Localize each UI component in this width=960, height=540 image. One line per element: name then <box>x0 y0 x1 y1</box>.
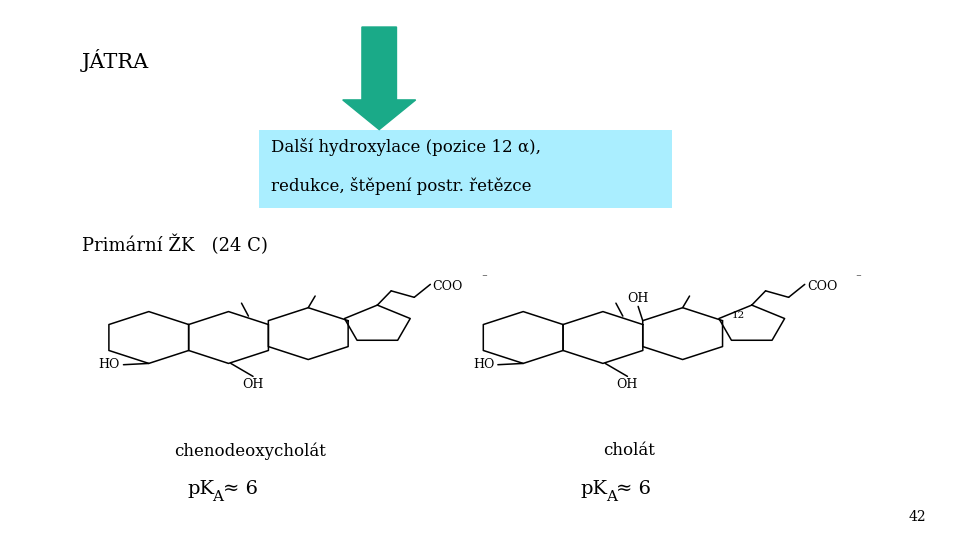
Text: cholát: cholát <box>603 442 655 460</box>
Text: COO: COO <box>433 280 463 293</box>
Text: ≈ 6: ≈ 6 <box>223 480 257 498</box>
Text: OH: OH <box>616 377 638 390</box>
Text: 12: 12 <box>732 311 745 320</box>
Text: OH: OH <box>628 292 649 305</box>
Text: A: A <box>212 490 223 504</box>
Text: Další hydroxylace (pozice 12 α),: Další hydroxylace (pozice 12 α), <box>271 138 540 156</box>
Text: pK: pK <box>187 480 214 498</box>
Text: A: A <box>606 490 616 504</box>
Text: HO: HO <box>472 358 494 371</box>
Polygon shape <box>343 27 416 130</box>
Text: JÁTRA: JÁTRA <box>82 49 149 72</box>
FancyBboxPatch shape <box>259 130 672 208</box>
Text: HO: HO <box>98 358 120 371</box>
Text: chenodeoxycholát: chenodeoxycholát <box>174 442 325 460</box>
Text: redukce, štěpení postr. řetězce: redukce, štěpení postr. řetězce <box>271 177 531 195</box>
Text: OH: OH <box>242 377 264 390</box>
Text: pK: pK <box>581 480 608 498</box>
Text: ≈ 6: ≈ 6 <box>616 480 651 498</box>
Text: Primární ŽK   (24 C): Primární ŽK (24 C) <box>82 235 268 255</box>
Text: ⁻: ⁻ <box>855 273 861 283</box>
Text: ⁻: ⁻ <box>481 273 487 283</box>
Text: COO: COO <box>807 280 837 293</box>
Text: 42: 42 <box>909 510 926 524</box>
